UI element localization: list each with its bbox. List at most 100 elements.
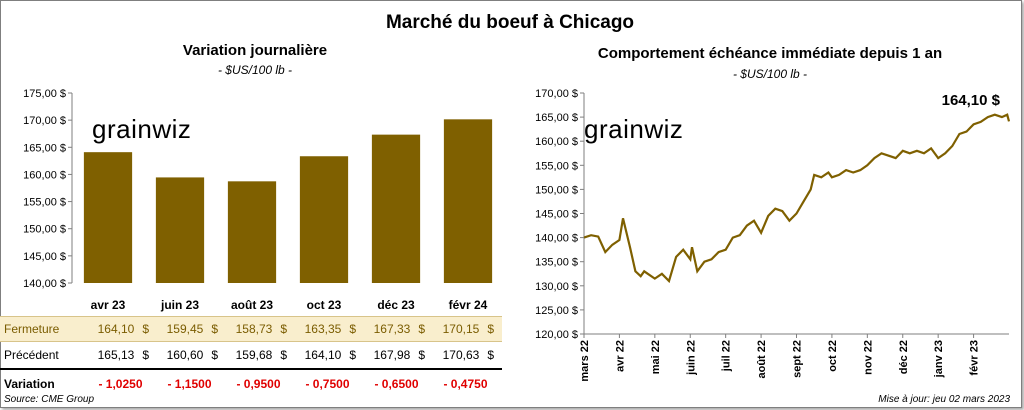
cell-value: 163,35: [304, 322, 342, 336]
cell-value: - 0,9500: [236, 377, 281, 391]
x-tick-label: févr 23: [969, 340, 981, 375]
y-tick-label: 135,00 $: [535, 257, 578, 269]
x-tick-label: avr 22: [614, 340, 626, 372]
y-tick-label: 120,00 $: [535, 329, 578, 341]
x-tick-label: janv 23: [933, 340, 945, 378]
y-tick-label: 155,00 $: [23, 197, 66, 209]
x-tick-label: juin 23: [160, 298, 199, 312]
table-row-variation: Variation - 1,0250 - 1,1500 - 0,9500 - 0…: [0, 370, 502, 398]
y-tick-label: 170,00 $: [535, 88, 578, 100]
row-label: Fermeture: [4, 322, 60, 336]
table-cell: - 1,1500: [155, 377, 224, 391]
table-cell: 163,35 $: [293, 322, 362, 336]
bar-series: [83, 119, 493, 283]
main-title: Marché du boeuf à Chicago: [385, 12, 635, 33]
cell-value: - 0,4750: [443, 377, 488, 391]
table-cell: - 0,9500: [224, 377, 293, 391]
cell-unit: $: [487, 348, 494, 362]
cell-unit: $: [349, 322, 356, 336]
bar: [227, 181, 277, 283]
line-series: [583, 113, 1011, 284]
bar-y-axis: 140,00 $ 145,00 $ 150,00 $ 155,00 $ 160,00 $…: [23, 88, 73, 290]
last-value-label: 164,10 $: [942, 92, 1001, 109]
cell-unit: $: [280, 322, 287, 336]
table-row-fermeture: Fermeture 164,10 $ 159,45 $ 158,73 $ 163,35…: [0, 316, 502, 342]
cell-value: - 1,0250: [98, 377, 143, 391]
table-cell: - 0,4750: [431, 377, 500, 391]
x-tick-label: sept 22: [792, 340, 804, 378]
x-tick-label: juil 22: [721, 340, 733, 372]
table-cell: 170,63 $: [431, 348, 500, 362]
x-tick-label: mars 22: [579, 340, 591, 382]
cell-value: - 0,7500: [305, 377, 350, 391]
x-tick-label: févr 24: [449, 298, 488, 312]
line-chart: 120,00 $ 125,00 $ 130,00 $ 135,00 $ 140,00 $…: [535, 88, 1011, 382]
cell-value: 160,60: [166, 348, 204, 362]
bar-x-axis: avr 23 juin 23 août 23 oct 23 déc 23 févr 24: [91, 298, 488, 312]
bar: [83, 152, 133, 283]
cell-value: 159,68: [235, 348, 273, 362]
table-cell: 170,15 $: [431, 322, 500, 336]
grainwiz-logo-right: grainwiz: [584, 114, 683, 144]
x-tick-label: oct 22: [827, 340, 839, 372]
table-cell: 159,45 $: [155, 322, 224, 336]
update-note: Mise à jour: jeu 02 mars 2023: [878, 394, 1010, 405]
left-chart-title: Variation journalière: [182, 42, 328, 59]
table-cell: 167,33 $: [362, 322, 431, 336]
table-cell: 164,10 $: [293, 348, 362, 362]
y-tick-label: 140,00 $: [23, 278, 66, 290]
y-tick-label: 145,00 $: [535, 209, 578, 221]
grainwiz-logo-left: grainwiz: [92, 114, 191, 144]
left-chart-subtitle: - $US/100 lb -: [217, 63, 293, 77]
bar-chart: 140,00 $ 145,00 $ 150,00 $ 155,00 $ 160,00 $…: [23, 88, 493, 312]
x-tick-label: août 23: [231, 298, 273, 312]
y-tick-label: 160,00 $: [23, 169, 66, 181]
cell-unit: $: [211, 322, 218, 336]
price-table: Fermeture 164,10 $ 159,45 $ 158,73 $ 163,35…: [0, 316, 502, 398]
table-cell: 160,60 $: [155, 348, 224, 362]
y-tick-label: 160,00 $: [535, 136, 578, 148]
cell-value: 159,45: [166, 322, 204, 336]
cell-unit: $: [418, 322, 425, 336]
table-cell: 165,13 $: [86, 348, 155, 362]
table-cell: 158,73 $: [224, 322, 293, 336]
table-row-precedent: Précédent 165,13 $ 160,60 $ 159,68 $ 164,10…: [0, 342, 502, 370]
cell-unit: $: [418, 348, 425, 362]
y-tick-label: 155,00 $: [535, 160, 578, 172]
y-tick-label: 125,00 $: [535, 305, 578, 317]
cell-unit: $: [487, 322, 494, 336]
y-tick-label: 165,00 $: [535, 112, 578, 124]
y-tick-label: 175,00 $: [23, 88, 66, 100]
table-cell: 159,68 $: [224, 348, 293, 362]
cell-value: 170,15: [442, 322, 480, 336]
y-tick-label: 150,00 $: [23, 224, 66, 236]
table-cell: 167,98 $: [362, 348, 431, 362]
cell-value: 164,10: [97, 322, 135, 336]
y-tick-label: 145,00 $: [23, 251, 66, 263]
line-y-axis: 120,00 $ 125,00 $ 130,00 $ 135,00 $ 140,00 $…: [535, 88, 585, 341]
x-tick-label: oct 23: [307, 298, 342, 312]
y-tick-label: 165,00 $: [23, 142, 66, 154]
cell-unit: $: [142, 322, 149, 336]
x-tick-label: déc 23: [377, 298, 415, 312]
x-tick-label: avr 23: [91, 298, 126, 312]
cell-unit: $: [280, 348, 287, 362]
right-chart-subtitle: - $US/100 lb -: [732, 67, 808, 81]
x-tick-label: juin 22: [685, 340, 697, 376]
source-note: Source: CME Group: [4, 394, 95, 405]
y-tick-label: 150,00 $: [535, 184, 578, 196]
y-tick-label: 130,00 $: [535, 281, 578, 293]
table-cell: - 0,6500: [362, 377, 431, 391]
bar: [155, 177, 205, 283]
y-tick-label: 170,00 $: [23, 115, 66, 127]
bar: [371, 134, 421, 283]
line-x-axis: mars 22 avr 22 mai 22 juin 22 juil 22 août 22…: [579, 333, 1009, 382]
y-tick-label: 140,00 $: [535, 233, 578, 245]
x-tick-label: août 22: [756, 340, 768, 379]
row-label: Variation: [4, 377, 55, 391]
cell-unit: $: [349, 348, 356, 362]
x-tick-label: déc 22: [898, 340, 910, 374]
cell-value: 164,10: [304, 348, 342, 362]
cell-value: 158,73: [235, 322, 273, 336]
cell-value: 165,13: [97, 348, 135, 362]
